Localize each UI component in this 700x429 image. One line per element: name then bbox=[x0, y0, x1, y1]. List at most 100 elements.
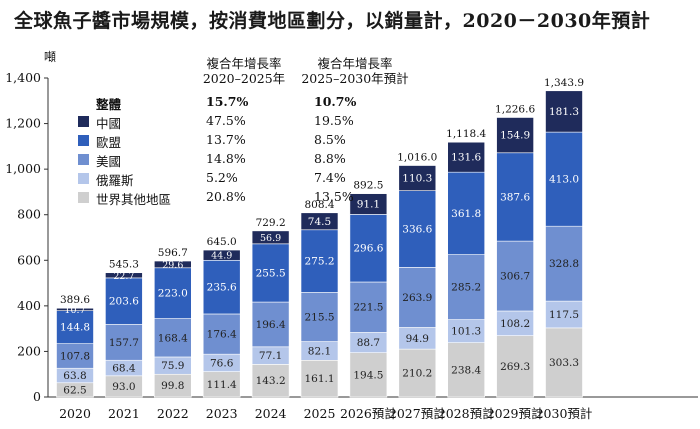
total-label: 1,118.4 bbox=[446, 128, 486, 140]
x-tick-label: 2023 bbox=[206, 406, 238, 421]
bar-segment bbox=[447, 141, 486, 173]
bar-segment bbox=[496, 117, 534, 154]
x-tick-label: 2022 bbox=[157, 406, 189, 421]
data-label: 94.9 bbox=[406, 333, 429, 345]
legend-cagr-2025-2030: 19.5% bbox=[314, 113, 354, 128]
x-tick-label: 2021 bbox=[108, 406, 140, 421]
legend-label: 歐盟 bbox=[96, 135, 122, 150]
y-axis-unit: 噸 bbox=[44, 50, 57, 64]
legend-cagr-2020-2025: 14.8% bbox=[206, 151, 246, 166]
y-tick-label: 600 bbox=[17, 252, 41, 267]
legend-label: 整體 bbox=[96, 97, 122, 112]
legend-label: 俄羅斯 bbox=[96, 173, 134, 188]
legend-label: 世界其他地區 bbox=[96, 192, 172, 207]
data-label: 63.8 bbox=[63, 370, 86, 382]
data-label: 44.9 bbox=[211, 251, 232, 262]
cagr-header-line1: 複合年增長率 bbox=[317, 56, 393, 71]
bar-segment bbox=[545, 300, 583, 329]
data-label: 68.4 bbox=[112, 363, 136, 375]
data-label: 131.6 bbox=[451, 152, 481, 164]
data-label: 29.6 bbox=[162, 260, 183, 271]
data-label: 56.9 bbox=[260, 233, 281, 244]
data-label: 10.7 bbox=[64, 305, 85, 316]
bar-segment bbox=[56, 343, 94, 369]
x-tick-label: 2028預計 bbox=[438, 406, 495, 421]
total-label: 1,343.9 bbox=[544, 77, 584, 89]
data-label: 176.4 bbox=[207, 329, 237, 341]
bar-segment bbox=[56, 310, 94, 344]
bar-segment bbox=[251, 364, 290, 398]
data-label: 74.5 bbox=[308, 216, 331, 228]
bar-segment bbox=[545, 131, 583, 227]
data-label: 82.1 bbox=[308, 345, 331, 357]
bar-segment bbox=[496, 240, 534, 312]
x-tick-label: 2025 bbox=[304, 406, 336, 421]
total-label: 729.2 bbox=[256, 217, 286, 229]
data-label: 203.6 bbox=[109, 296, 139, 308]
legend-cagr-2020-2025: 5.2% bbox=[206, 170, 238, 185]
bar-segment bbox=[251, 301, 290, 348]
bar-segment bbox=[251, 230, 290, 245]
data-label: 303.3 bbox=[549, 357, 579, 369]
total-label: 389.6 bbox=[60, 294, 90, 306]
bar-segment bbox=[349, 214, 388, 283]
bar-segment bbox=[300, 292, 339, 342]
data-label: 154.9 bbox=[500, 130, 530, 142]
bar-segment bbox=[105, 323, 143, 361]
data-label: 387.6 bbox=[500, 191, 530, 203]
total-label: 1,016.0 bbox=[397, 152, 437, 164]
data-label: 306.7 bbox=[500, 271, 530, 283]
bar-segment bbox=[398, 267, 437, 328]
data-label: 275.2 bbox=[304, 256, 334, 268]
y-tick-label: 1,000 bbox=[5, 161, 41, 176]
y-tick-label: 1,400 bbox=[5, 70, 41, 85]
legend-swatch bbox=[78, 173, 89, 184]
data-label: 101.3 bbox=[451, 326, 481, 338]
bar-segment bbox=[349, 281, 388, 333]
data-label: 77.1 bbox=[259, 350, 282, 362]
bar-segment bbox=[398, 165, 437, 191]
total-label: 596.7 bbox=[158, 247, 188, 259]
data-label: 196.4 bbox=[256, 319, 286, 331]
data-label: 107.8 bbox=[60, 350, 90, 362]
x-tick-label: 2020 bbox=[59, 406, 91, 421]
bar-segment bbox=[545, 327, 583, 398]
data-label: 238.4 bbox=[451, 364, 481, 376]
bar-segment bbox=[202, 371, 241, 398]
bar-segment bbox=[154, 318, 192, 358]
total-label: 545.3 bbox=[109, 259, 139, 271]
bar-segment bbox=[202, 259, 241, 315]
data-label: 269.3 bbox=[500, 361, 530, 373]
bar-segment bbox=[496, 335, 534, 398]
bar-segment bbox=[202, 313, 241, 355]
bar-segment bbox=[251, 243, 290, 303]
legend-cagr-2020-2025: 13.7% bbox=[206, 132, 246, 147]
bar-segment bbox=[154, 267, 192, 319]
bar-segment bbox=[496, 152, 534, 242]
data-label: 22.7 bbox=[113, 271, 134, 282]
bar-segment bbox=[300, 229, 339, 293]
legend-cagr-2020-2025: 15.7% bbox=[206, 94, 249, 109]
y-tick-label: 200 bbox=[17, 343, 41, 358]
legend-swatch bbox=[78, 135, 89, 146]
x-tick-label: 2024 bbox=[255, 406, 287, 421]
data-label: 210.2 bbox=[402, 368, 432, 380]
data-label: 235.6 bbox=[207, 282, 237, 294]
legend-cagr-2025-2030: 8.5% bbox=[314, 132, 346, 147]
bar-segment bbox=[56, 307, 94, 311]
legend-cagr-2020-2025: 20.8% bbox=[206, 189, 246, 204]
data-label: 328.8 bbox=[549, 258, 579, 270]
cagr-header-2025-2030: 複合年增長率 2025–2030年預計 bbox=[290, 56, 420, 86]
data-label: 221.5 bbox=[353, 302, 383, 314]
data-label: 285.2 bbox=[451, 282, 481, 294]
x-tick-label: 2026預計 bbox=[340, 406, 397, 421]
total-label: 645.0 bbox=[207, 236, 237, 248]
legend-cagr-2020-2025: 47.5% bbox=[206, 113, 246, 128]
bar-segment bbox=[447, 171, 486, 255]
legend-cagr-2025-2030: 7.4% bbox=[314, 170, 346, 185]
cagr-header-line1: 複合年增長率 bbox=[206, 56, 282, 71]
data-label: 99.8 bbox=[161, 380, 184, 392]
data-label: 223.0 bbox=[158, 288, 188, 300]
bar-segment bbox=[545, 90, 583, 133]
